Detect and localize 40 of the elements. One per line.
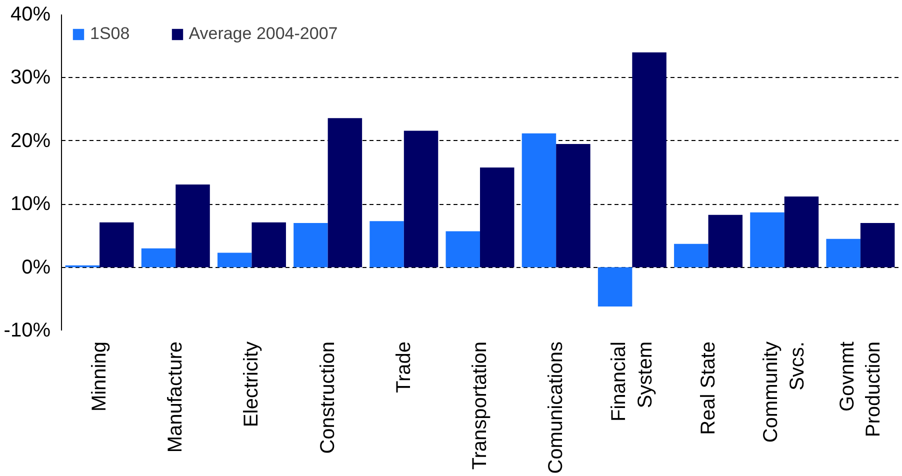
y-tick-label: 30% (10, 66, 51, 89)
x-tick-label: Comunications (545, 341, 568, 474)
bar (252, 222, 286, 268)
x-tick-label: Financial System (608, 341, 656, 422)
bar (598, 267, 632, 306)
bar (328, 118, 362, 268)
legend-label: Average 2004-2007 (188, 24, 338, 44)
bar (522, 133, 556, 268)
x-tick-label: Electricity (240, 341, 263, 428)
bar (100, 222, 134, 268)
y-tick-label: -10% (4, 320, 51, 342)
bar (826, 238, 860, 268)
x-tick-label: Trade (392, 341, 415, 394)
bar (446, 231, 480, 268)
legend-label: 1S08 (90, 24, 130, 44)
bar (294, 223, 328, 268)
y-tick-label: 40% (10, 4, 51, 26)
x-tick-label: Transportation (469, 341, 491, 470)
bar (632, 52, 666, 268)
bar (708, 214, 743, 268)
x-tick-label: Govnmt Production (836, 341, 885, 438)
x-tick-label: Community Svcs. (760, 341, 809, 443)
bar (141, 248, 176, 268)
bar (176, 184, 210, 268)
x-tick-label: Manufacture (164, 342, 187, 453)
bar (480, 167, 514, 268)
y-tick-label: 0% (22, 256, 51, 278)
bar (674, 244, 708, 268)
bar (556, 144, 590, 268)
bar (217, 252, 252, 268)
x-tick-label: Real State (697, 342, 720, 435)
y-tick-label: 20% (10, 130, 51, 152)
bar (404, 130, 438, 268)
bar (860, 223, 895, 268)
bar (784, 196, 819, 268)
x-tick-label: Construction (316, 341, 339, 454)
y-tick-label: 10% (10, 193, 51, 216)
x-tick-label: Minning (88, 341, 111, 412)
bar (370, 221, 404, 268)
bar (750, 212, 784, 268)
